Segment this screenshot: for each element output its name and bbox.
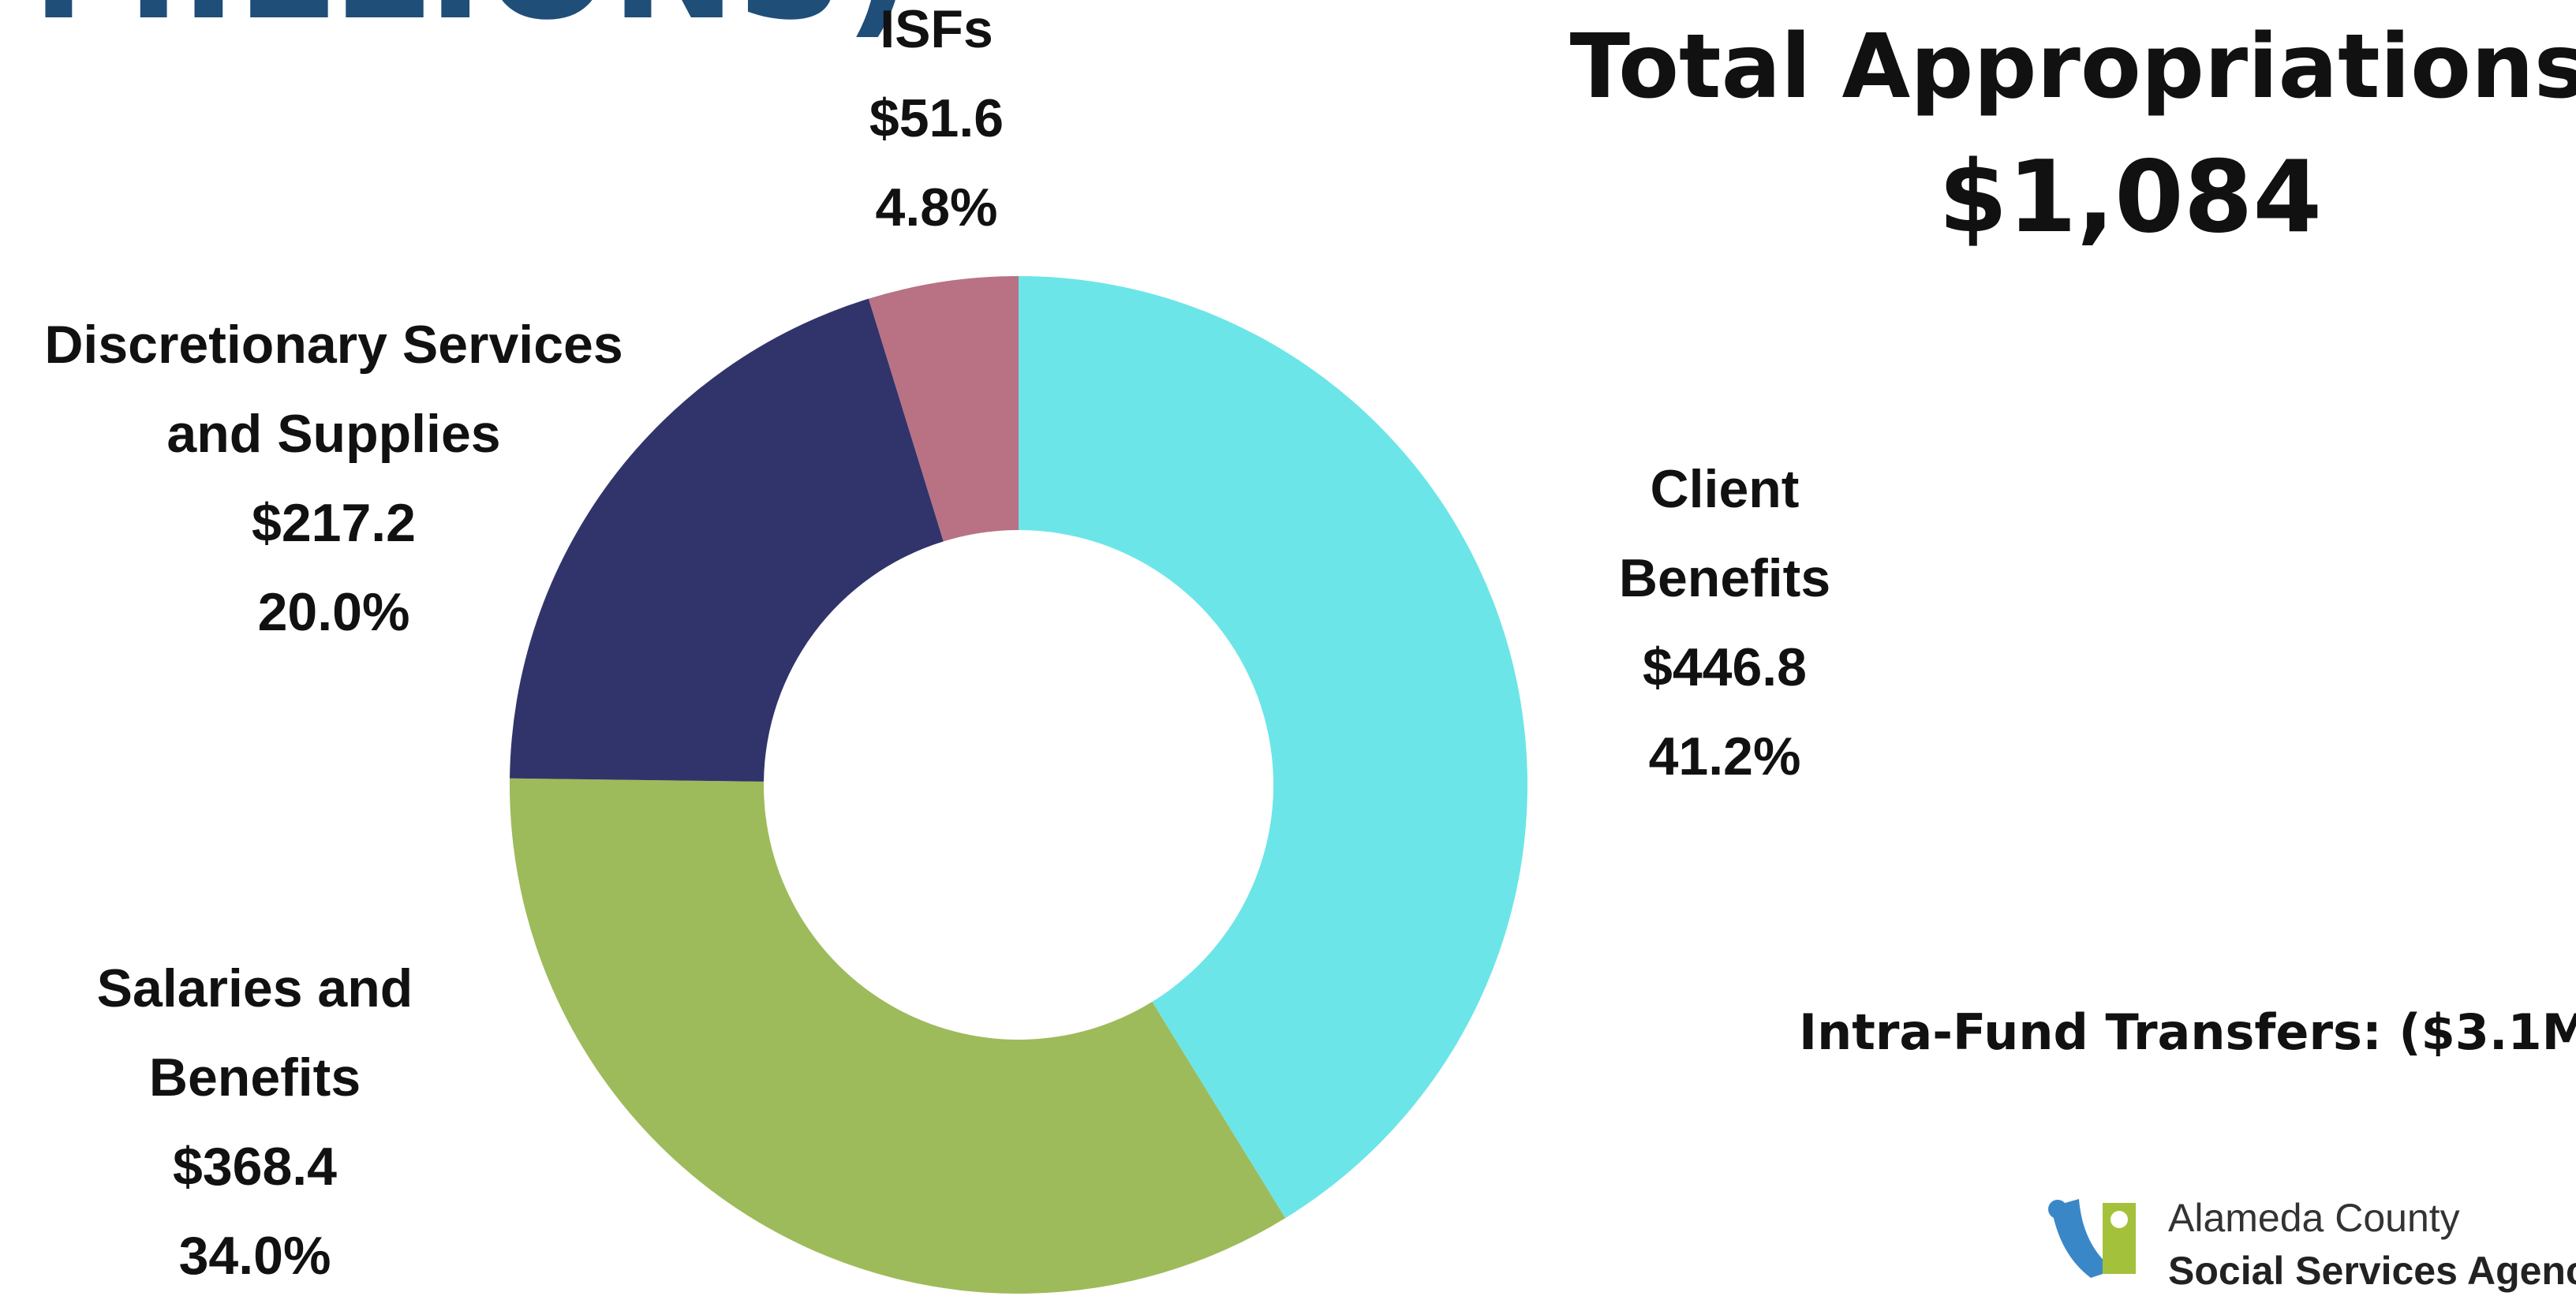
donut-slice	[510, 778, 1286, 1294]
logo-line1: Alameda County	[2168, 1196, 2460, 1240]
percent-label: 41.2%	[1648, 726, 1801, 786]
total-title: Total Appropriations	[1569, 16, 2576, 118]
slice-label: Discretionary Services and Supplies $217.…	[0, 301, 673, 657]
category: Discretionary Services and Supplies	[44, 315, 623, 464]
category: ISFs	[880, 0, 993, 59]
title-fragment: MILLIONS)	[32, 0, 913, 53]
logo-line2: Social Services Agency	[2168, 1249, 2576, 1293]
value-label: $217.2	[252, 493, 416, 553]
category: Salaries and Benefits	[96, 958, 413, 1107]
percent-label: 34.0%	[178, 1226, 331, 1286]
slice-label: Client Benefits $446.8 41.2%	[1598, 445, 1851, 801]
slice-label: Salaries and Benefits $368.4 34.0%	[58, 944, 452, 1296]
logo-icon	[2048, 1199, 2136, 1278]
slice-label: ISFs $51.6 4.8%	[779, 0, 1094, 252]
value-label: $368.4	[173, 1137, 337, 1197]
donut-slice	[510, 298, 944, 782]
note: Intra-Fund Transfers: ($3.1M)	[1799, 1003, 2576, 1061]
donut-slice	[1019, 276, 1528, 1219]
percent-label: 20.0%	[257, 582, 410, 642]
value-label: $446.8	[1643, 637, 1807, 697]
value-label: $51.6	[869, 88, 1004, 148]
total-value: $1,084	[1938, 139, 2323, 255]
donut-slice	[868, 276, 1019, 542]
category: Client Benefits	[1618, 459, 1831, 608]
percent-label: 4.8%	[875, 177, 998, 237]
